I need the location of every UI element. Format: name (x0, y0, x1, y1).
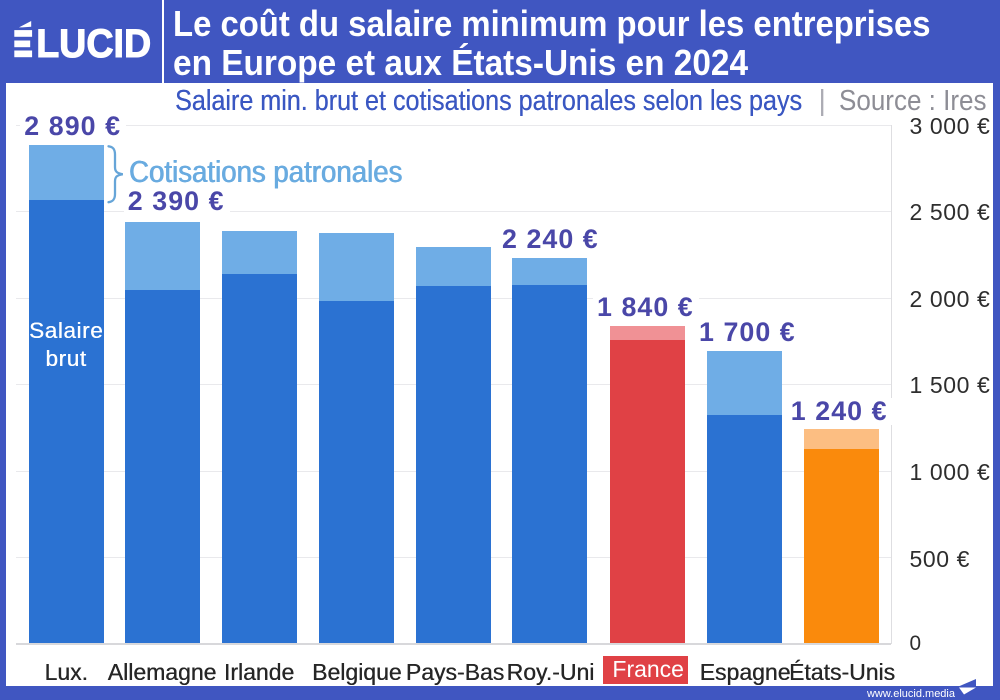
svg-text:LUCID: LUCID (36, 22, 151, 66)
